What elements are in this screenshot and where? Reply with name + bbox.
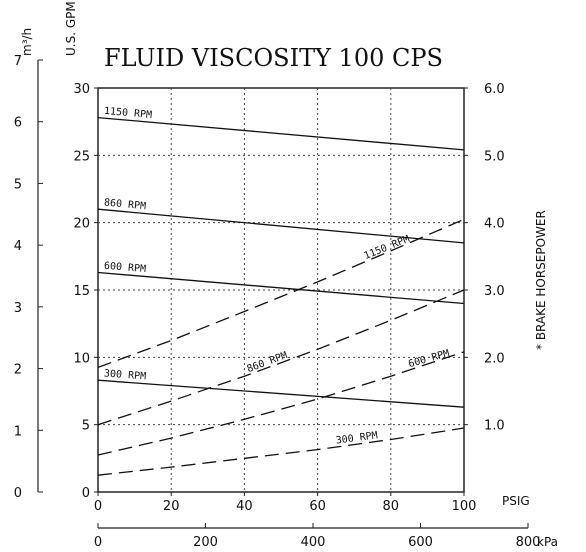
power-curve-600-rpm xyxy=(97,351,465,456)
power-curve-1150-rpm xyxy=(97,218,465,369)
flow-label-1150-rpm: 1150 RPM xyxy=(104,106,153,121)
m3h-tick-label: 5 xyxy=(14,177,22,192)
kpa-tick-label: 400 xyxy=(301,535,326,550)
flow-label-300-rpm: 300 RPM xyxy=(104,368,147,382)
flow-curve-600-rpm xyxy=(97,271,465,305)
m3h-tick-label: 1 xyxy=(14,424,22,439)
psig-tick-label: 100 xyxy=(452,499,477,514)
kpa-tick-label: 0 xyxy=(94,535,102,550)
y-axis-label-bhp: * BRAKE HORSEPOWER xyxy=(534,210,548,350)
m3h-tick-label: 0 xyxy=(14,486,22,501)
m3h-tick-label: 2 xyxy=(14,363,22,378)
gpm-tick-label: 30 xyxy=(73,82,90,97)
y-axis-label-m3h: m³/h xyxy=(20,28,34,56)
flow-label-860-rpm: 860 RPM xyxy=(104,197,147,212)
bhp-tick-label: 2.0 xyxy=(484,351,505,366)
flow-curve-860-rpm xyxy=(97,208,465,244)
series-layer: 1150 RPM 860 RPM 600 RPM 300 RPM 1150 RPM 860… xyxy=(97,106,465,476)
axis-layer: 0 5 10 15 20 25 30 0 1 2 3 4 5 6 7 1.0 2.0 3.0 4.0 5.0 6.0 0 2… xyxy=(14,54,541,550)
gpm-tick-label: 0 xyxy=(82,486,90,501)
gpm-tick-label: 5 xyxy=(82,419,90,434)
psig-tick-label: 80 xyxy=(383,499,400,514)
power-label-600-rpm: 600 RPM xyxy=(407,348,451,370)
chart-title: FLUID VISCOSITY 100 CPS xyxy=(104,44,443,72)
kpa-tick-label: 600 xyxy=(408,535,433,550)
gpm-tick-label: 10 xyxy=(73,351,90,366)
power-curve-860-rpm xyxy=(97,289,465,426)
bhp-tick-label: 3.0 xyxy=(484,284,505,299)
x-axis-label-kpa: kPa xyxy=(537,535,558,549)
kpa-tick-label: 800 xyxy=(516,535,541,550)
grid xyxy=(98,88,464,492)
m3h-tick-label: 6 xyxy=(14,116,22,131)
kpa-tick-label: 200 xyxy=(193,535,218,550)
power-label-1150-rpm: 1150 RPM xyxy=(363,234,412,262)
psig-tick-label: 40 xyxy=(236,499,253,514)
bhp-tick-label: 6.0 xyxy=(484,82,505,97)
flow-label-600-rpm: 600 RPM xyxy=(104,261,147,275)
m3h-tick-label: 3 xyxy=(14,301,22,316)
power-label-860-rpm: 860 RPM xyxy=(246,350,289,375)
power-label-300-rpm: 300 RPM xyxy=(335,430,378,446)
bhp-tick-label: 4.0 xyxy=(484,217,505,232)
psig-tick-label: 0 xyxy=(94,499,102,514)
bhp-tick-label: 5.0 xyxy=(484,149,505,164)
gpm-tick-label: 25 xyxy=(73,149,90,164)
power-curve-300-rpm xyxy=(97,427,465,476)
gpm-tick-label: 15 xyxy=(73,284,90,299)
flow-curve-1150-rpm xyxy=(97,116,465,151)
bhp-tick-label: 1.0 xyxy=(484,419,505,434)
psig-tick-label: 20 xyxy=(163,499,180,514)
m3h-tick-label: 7 xyxy=(14,54,22,69)
psig-tick-label: 60 xyxy=(309,499,326,514)
y-axis-label-gpm: U.S. GPM xyxy=(64,1,78,56)
x-axis-label-psig: PSIG xyxy=(502,494,530,508)
m3h-tick-label: 4 xyxy=(14,239,22,254)
gpm-tick-label: 20 xyxy=(73,217,90,232)
flow-curve-300-rpm xyxy=(97,379,465,408)
